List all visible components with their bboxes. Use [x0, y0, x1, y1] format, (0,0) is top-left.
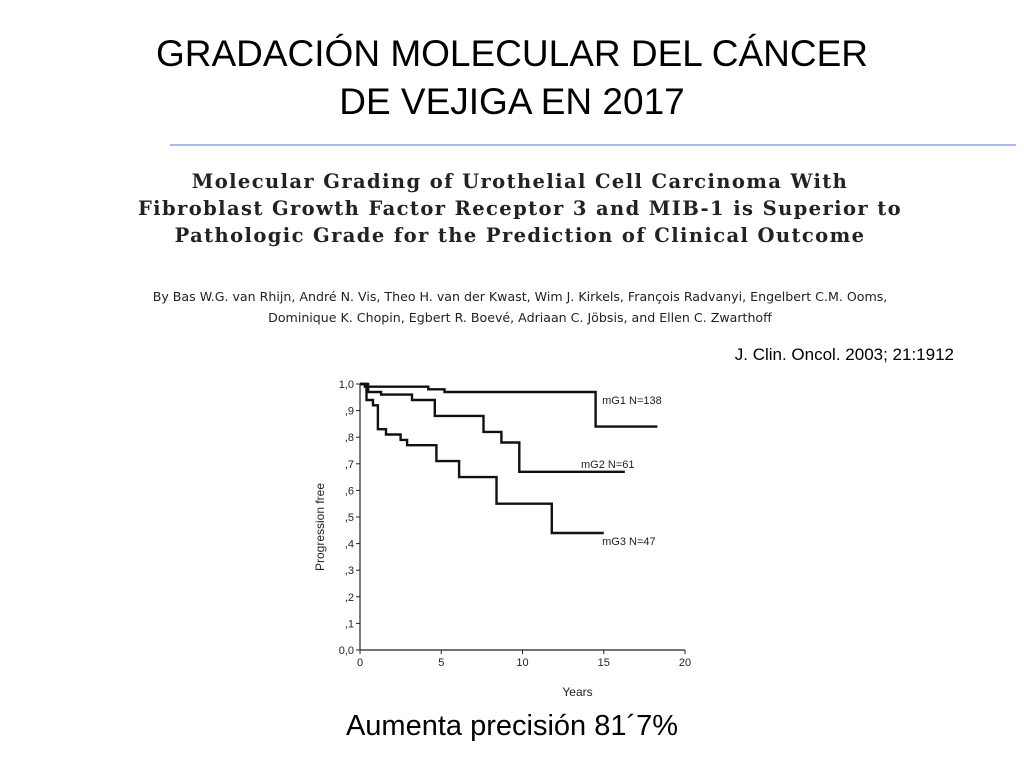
series-line-mG1 [360, 382, 658, 428]
chart-svg: 0,0 ,1 ,2 ,3 ,4 ,5 ,6 ,7 ,8 ,9 1,0 0 5 10 15 20 Years Pro… [313, 379, 691, 699]
slide-title-line-2: DE VEJIGA EN 2017 [339, 81, 685, 122]
paper-title-line-1: Molecular Grading of Urothelial Cell Car… [191, 170, 849, 193]
paper-title: Molecular Grading of Urothelial Cell Car… [40, 168, 1000, 249]
y-tick-label: ,1 [345, 618, 354, 630]
kaplan-meier-chart: 0,0 ,1 ,2 ,3 ,4 ,5 ,6 ,7 ,8 ,9 1,0 0 5 10 15 20 Years Pro… [300, 372, 720, 702]
journal-citation: J. Clin. Oncol. 2003; 21:1912 [734, 345, 954, 364]
y-tick-label: ,9 [345, 406, 354, 418]
slide-title: GRADACIÓN MOLECULAR DEL CÁNCER DE VEJIGA… [0, 30, 1024, 126]
slide-title-line-1: GRADACIÓN MOLECULAR DEL CÁNCER [155, 33, 869, 74]
paper-title-line-2: Fibroblast Growth Factor Receptor 3 and … [137, 197, 903, 220]
y-tick-label: ,8 [345, 432, 354, 444]
x-axis-label: Years [562, 685, 592, 699]
y-tick-label: 0,0 [339, 645, 354, 657]
y-axis-label: Progression free [313, 483, 327, 571]
y-tick-label: ,4 [345, 539, 354, 551]
series-label-mG2: mG2 N=61 [581, 459, 635, 471]
precision-caption: Aumenta precisión 81´7% [345, 710, 679, 742]
authors-line-1: By Bas W.G. van Rhijn, André N. Vis, The… [152, 289, 888, 304]
y-tick-label: 1,0 [339, 379, 354, 391]
y-tick-label: ,7 [345, 459, 354, 471]
x-tick-label: 5 [438, 657, 444, 669]
x-tick-label: 10 [516, 657, 528, 669]
series-label-mG3: mG3 N=47 [602, 536, 656, 548]
y-tick-label: ,5 [345, 512, 354, 524]
y-tick-label: ,6 [345, 485, 354, 497]
paper-title-line-3: Pathologic Grade for the Prediction of C… [174, 224, 866, 247]
title-divider [170, 144, 1016, 146]
series-line-mG3 [360, 382, 604, 535]
x-tick-label: 15 [598, 657, 610, 669]
series-line-mG2 [360, 382, 625, 473]
x-tick-label: 20 [679, 657, 691, 669]
y-tick-label: ,2 [345, 592, 354, 604]
x-tick-label: 0 [357, 657, 363, 669]
authors-line-2: Dominique K. Chopin, Egbert R. Boevé, Ad… [268, 310, 772, 325]
paper-authors: By Bas W.G. van Rhijn, André N. Vis, The… [60, 286, 980, 328]
series-label-mG1: mG1 N=138 [602, 395, 662, 407]
y-tick-label: ,3 [345, 565, 354, 577]
